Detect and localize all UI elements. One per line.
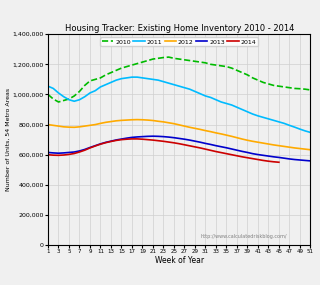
2012 [104,121,108,124]
2014 [57,154,60,157]
2014 [51,153,55,157]
2013 [308,159,312,163]
2014 [72,152,76,155]
2010 [57,100,60,104]
2014 [88,146,92,150]
2013 [151,135,155,138]
2014 [77,150,81,154]
2014 [256,158,260,161]
2014 [62,153,66,157]
Line: 2010: 2010 [48,57,310,102]
2011 [46,84,50,88]
2014 [109,140,113,143]
Text: http://www.calculatedriskblog.com/: http://www.calculatedriskblog.com/ [200,234,287,239]
2014 [130,137,134,141]
2012 [240,137,244,141]
2014 [198,146,202,150]
2014 [188,144,192,148]
2014 [167,140,171,144]
2014 [277,160,281,164]
2013 [303,159,307,162]
2012 [130,118,134,121]
2014 [245,156,249,159]
2010 [130,63,134,67]
2011 [303,129,307,133]
2010 [167,55,171,59]
2013 [104,141,108,144]
2014 [140,137,144,141]
2013 [125,137,129,140]
2014 [151,139,155,142]
2011 [135,76,139,79]
Legend: 2010, 2011, 2012, 2013, 2014: 2010, 2011, 2012, 2013, 2014 [100,37,258,46]
Title: Housing Tracker: Existing Home Inventory 2010 - 2014: Housing Tracker: Existing Home Inventory… [65,25,294,33]
2014 [99,142,102,146]
2014 [177,142,181,145]
2014 [83,148,87,152]
2011 [104,83,108,86]
2014 [230,153,234,156]
2014 [240,155,244,158]
Line: 2011: 2011 [48,77,310,133]
2014 [219,151,223,154]
2014 [272,160,276,164]
2014 [135,137,139,141]
2014 [214,150,218,153]
Line: 2014: 2014 [48,139,279,162]
2012 [125,118,129,122]
2010 [245,73,249,77]
2014 [114,139,118,142]
2010 [303,87,307,91]
2010 [109,71,113,74]
Y-axis label: Number of Units, 54 Metro Areas: Number of Units, 54 Metro Areas [6,88,11,191]
2011 [308,131,312,134]
Line: 2013: 2013 [48,136,310,161]
2014 [146,138,150,141]
X-axis label: Week of Year: Week of Year [155,256,204,265]
2014 [204,147,207,151]
2010 [46,93,50,96]
2012 [303,147,307,151]
2012 [308,148,312,151]
2014 [267,160,270,163]
2013 [225,146,228,150]
2014 [156,139,160,142]
2014 [104,141,108,144]
2011 [240,108,244,111]
2011 [130,76,134,79]
2014 [125,137,129,141]
Line: 2012: 2012 [48,120,310,150]
2014 [235,154,239,158]
2010 [230,66,234,70]
2011 [125,76,129,80]
2010 [135,62,139,65]
2014 [93,144,97,148]
2014 [182,143,186,146]
2012 [135,118,139,121]
2014 [46,153,50,156]
2014 [162,140,165,143]
2013 [240,150,244,153]
2014 [209,149,212,152]
2013 [130,136,134,139]
2011 [225,102,228,105]
2012 [46,123,50,126]
2010 [308,88,312,92]
2014 [251,157,255,160]
2014 [67,153,71,156]
2014 [261,159,265,162]
2014 [172,141,176,144]
2014 [193,145,197,148]
2012 [225,133,228,137]
2013 [46,151,50,154]
2014 [225,152,228,155]
2014 [120,138,124,141]
